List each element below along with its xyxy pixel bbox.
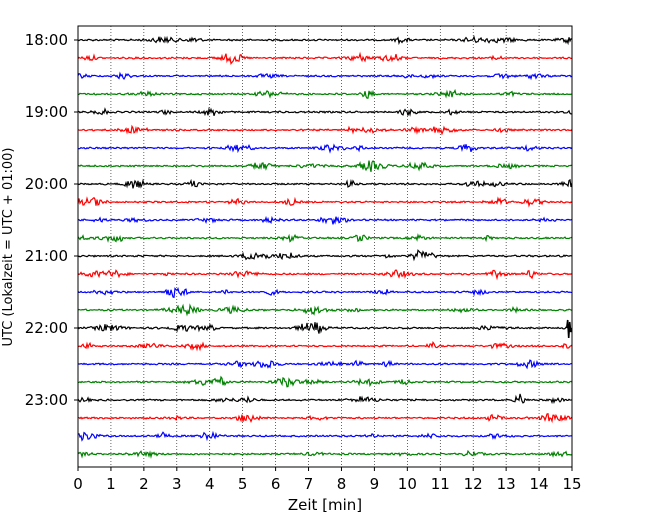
x-tick-label-14: 14 — [530, 475, 549, 493]
x-tick-label-1: 1 — [106, 475, 116, 493]
vertical-grid — [110, 26, 540, 467]
y-tick-label-2100: 21:00 — [25, 247, 68, 265]
x-tick-label-15: 15 — [562, 475, 581, 493]
trace-3 — [77, 71, 573, 81]
x-tick-label-4: 4 — [205, 475, 215, 493]
y-axis-label: UTC (Lokalzeit = UTC + 01:00) — [1, 148, 16, 347]
trace-1 — [77, 35, 573, 46]
trace-23 — [78, 430, 573, 442]
trace-4 — [77, 88, 573, 99]
x-tick-label-7: 7 — [304, 475, 314, 493]
trace-11 — [77, 215, 573, 225]
trace-18 — [77, 340, 573, 352]
trace-8 — [77, 160, 573, 172]
plot-frame — [77, 25, 573, 468]
trace-6 — [77, 124, 573, 136]
y-tick-label-1900: 19:00 — [25, 103, 68, 121]
x-tick-label-5: 5 — [238, 475, 248, 493]
y-tick-label-1800: 18:00 — [25, 31, 68, 49]
trace-9 — [77, 178, 573, 189]
y-tick-label-2200: 22:00 — [25, 319, 68, 337]
x-tick-label-11: 11 — [431, 475, 450, 493]
trace-13 — [77, 249, 573, 262]
x-tick-label-0: 0 — [73, 475, 83, 493]
trace-5 — [77, 106, 573, 117]
x-tick-label-9: 9 — [370, 475, 380, 493]
trace-14 — [77, 269, 573, 281]
y-tick-label-2000: 20:00 — [25, 175, 68, 193]
y-tick-label-2300: 23:00 — [25, 391, 68, 409]
x-tick-label-10: 10 — [398, 475, 417, 493]
trace-12 — [77, 233, 573, 243]
trace-19 — [77, 359, 573, 370]
trace-10 — [77, 196, 573, 208]
x-tick-label-3: 3 — [172, 475, 182, 493]
x-tick-label-2: 2 — [139, 475, 149, 493]
trace-24 — [77, 449, 573, 459]
x-axis-label: Zeit [min] — [288, 496, 362, 514]
x-tick-label-8: 8 — [337, 475, 347, 493]
trace-7 — [77, 143, 573, 154]
trace-21 — [77, 393, 573, 405]
y-axis: 18:00 19:00 20:00 21:00 22:00 23:00 — [25, 31, 78, 409]
trace-20 — [77, 375, 573, 388]
trace-group — [77, 35, 573, 459]
event-spike-1 — [565, 319, 573, 339]
x-tick-label-13: 13 — [497, 475, 516, 493]
trace-16 — [77, 303, 573, 317]
trace-17 — [77, 322, 573, 334]
trace-2 — [77, 51, 573, 66]
x-axis: 0 1 2 3 4 5 6 7 8 9 10 11 12 13 14 15 — [73, 467, 582, 493]
trace-15 — [77, 287, 573, 299]
x-tick-label-6: 6 — [271, 475, 281, 493]
trace-22 — [77, 412, 573, 424]
x-tick-label-12: 12 — [464, 475, 483, 493]
